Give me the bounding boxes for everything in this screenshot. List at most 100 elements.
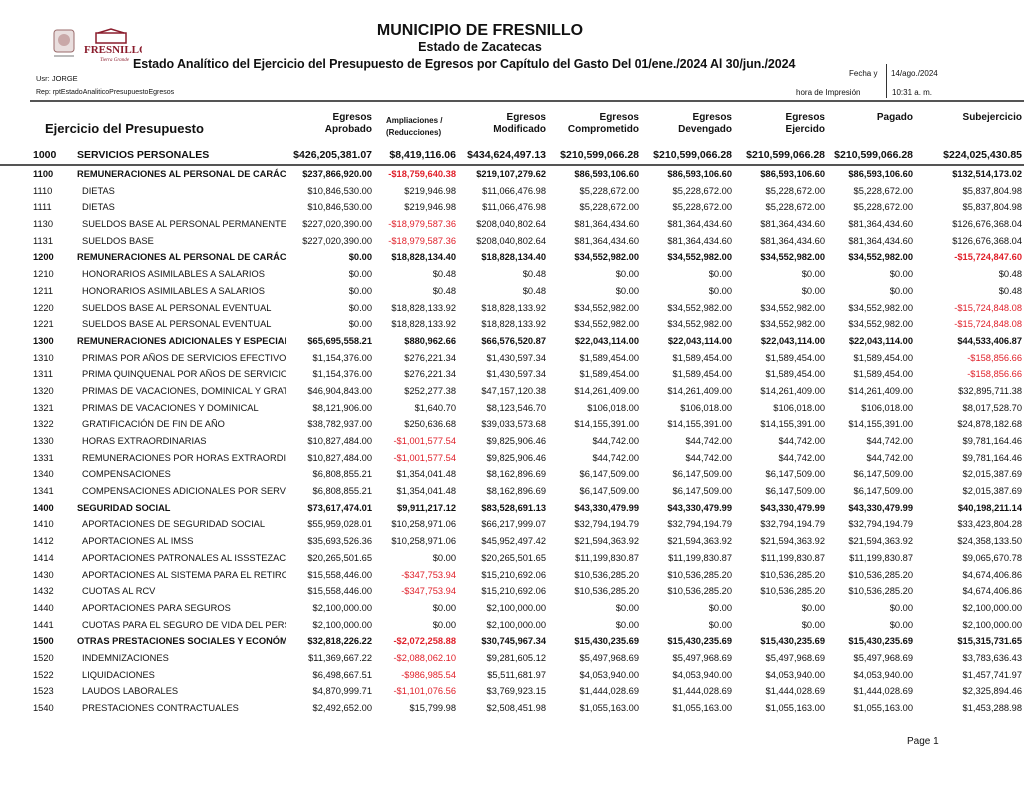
amount-cell: $0.48	[998, 285, 1022, 296]
table-row: 1340 COMPENSACIONES $6,808,855.21 $1,354,04…	[0, 466, 1024, 483]
amount-cell: $11,199,830.87	[668, 552, 732, 563]
table-row: 1322 GRATIFICACIÓN DE FIN DE AÑO $38,782,9…	[0, 416, 1024, 433]
amount-cell: $15,430,235.69	[760, 636, 825, 647]
amount-cell: $5,228,672.00	[579, 202, 639, 213]
table-row: 1412 APORTACIONES AL IMSS $35,693,526.36 $1…	[0, 533, 1024, 550]
account-name: LIQUIDACIONES	[82, 669, 155, 680]
amount-cell: -$18,979,587.36	[388, 235, 456, 246]
amount-cell: $30,745,967.34	[481, 636, 546, 647]
page-subtitle: Estado de Zacatecas	[418, 40, 542, 54]
column-header-concept: Ejercicio del Presupuesto	[45, 121, 204, 136]
date-label: Fecha y	[849, 69, 878, 78]
account-name: COMPENSACIONES	[82, 469, 171, 480]
amount-cell: $33,423,804.28	[957, 519, 1022, 530]
account-name: COMPENSACIONES ADICIONALES POR SERVI	[82, 486, 286, 497]
amount-cell: $81,364,434.60	[574, 235, 639, 246]
amount-cell: $6,498,667.51	[312, 669, 372, 680]
amount-cell: $1,444,028.69	[853, 686, 913, 697]
amount-cell: $2,508,451.98	[486, 703, 546, 713]
account-name: OTRAS PRESTACIONES SOCIALES Y ECONÓMI	[77, 636, 286, 647]
amount-cell: $1,444,028.69	[672, 686, 732, 697]
amount-cell: $126,676,368.04	[952, 235, 1022, 246]
account-name: GRATIFICACIÓN DE FIN DE AÑO	[82, 419, 225, 430]
page-title: MUNICIPIO DE FRESNILLO	[376, 22, 584, 39]
amount-cell: $252,277.38	[404, 385, 456, 396]
amount-cell: $1,154,376.00	[312, 352, 372, 363]
account-name: LAUDOS LABORALES	[82, 686, 179, 697]
amount-cell: $3,783,636.43	[962, 652, 1022, 663]
account-code: 1410	[33, 519, 54, 530]
account-code: 1110	[33, 185, 53, 196]
table-row: 1211 HONORARIOS ASIMILABLES A SALARIOS $0.…	[0, 283, 1024, 300]
table-row: 1523 LAUDOS LABORALES $4,870,999.71 -$1,101…	[0, 683, 1024, 700]
amount-cell: $1,457,741.97	[962, 669, 1022, 680]
amount-cell: $14,261,409.00	[760, 385, 825, 396]
amount-cell: $6,147,509.00	[579, 486, 639, 497]
amount-cell: $11,199,830.87	[761, 552, 825, 563]
amount-cell: $5,497,968.69	[765, 652, 825, 663]
amount-cell: $15,799.98	[409, 703, 456, 713]
amount-cell: $4,870,999.71	[312, 686, 372, 697]
user-label: Usr: JORGE	[36, 74, 78, 83]
amount-cell: $44,533,406.87	[957, 335, 1022, 346]
amount-cell: $6,147,509.00	[765, 486, 825, 497]
account-name: PRESTACIONES CONTRACTUALES	[82, 703, 239, 713]
account-name: CUOTAS PARA EL SEGURO DE VIDA DEL PERS	[82, 619, 286, 630]
amount-cell: $18,828,133.92	[481, 319, 546, 330]
table-row: 1414 APORTACIONES PATRONALES AL ISSSTEZAC…	[0, 550, 1024, 567]
amount-cell: $0.00	[348, 319, 372, 330]
amount-cell: $0.48	[432, 285, 456, 296]
column-header-line: Subejercicio	[962, 112, 1022, 123]
account-name: PRIMA QUINQUENAL POR AÑOS DE SERVICIO	[82, 369, 286, 380]
amount-cell: $0.00	[708, 285, 732, 296]
account-name: INDEMNIZACIONES	[82, 652, 169, 663]
amount-cell: $6,147,509.00	[853, 469, 913, 480]
amount-cell: $83,528,691.13	[481, 502, 546, 513]
account-code: 1211	[33, 285, 53, 296]
amount-cell: $34,552,982.00	[848, 252, 913, 263]
amount-cell: $10,536,285.20	[848, 569, 913, 580]
table-row: 1130 SUELDOS BASE AL PERSONAL PERMANENTE $…	[0, 216, 1024, 233]
amount-cell: $9,781,164.46	[962, 452, 1022, 463]
amount-cell: $34,552,982.00	[760, 252, 825, 263]
table-row: 1410 APORTACIONES DE SEGURIDAD SOCIAL $55,…	[0, 516, 1024, 533]
divider	[30, 100, 1024, 102]
amount-cell: $10,536,285.20	[667, 586, 732, 597]
amount-cell: $5,837,804.98	[962, 202, 1022, 213]
amount-cell: -$986,985.54	[401, 669, 456, 680]
account-code: 1500	[33, 636, 54, 647]
amount-cell: $10,536,285.20	[574, 569, 639, 580]
amount-cell: $880,962.66	[404, 335, 456, 346]
amount-cell: $0.00	[432, 619, 456, 630]
account-code: 1412	[33, 536, 54, 547]
amount-cell: $227,020,390.00	[302, 235, 372, 246]
account-code: 1400	[33, 502, 54, 513]
amount-cell: $35,693,526.36	[307, 536, 372, 547]
column-header-line: Ejercido	[785, 124, 825, 135]
amount-cell: $43,330,479.99	[760, 502, 825, 513]
account-code: 1523	[33, 686, 54, 697]
amount-cell: $8,017,528.70	[962, 402, 1022, 413]
amount-cell: $4,674,406.86	[962, 586, 1022, 597]
amount-cell: $9,281,605.12	[486, 652, 546, 663]
account-name: APORTACIONES PARA SEGUROS	[82, 602, 231, 613]
account-code: 1522	[33, 669, 54, 680]
table-row: 1310 PRIMAS POR AÑOS DE SERVICIOS EFECTIV…	[0, 350, 1024, 367]
account-code: 1540	[33, 703, 54, 713]
amount-cell: $6,147,509.00	[672, 469, 732, 480]
amount-cell: $44,742.00	[685, 452, 732, 463]
column-header: Pagado	[813, 112, 913, 124]
amount-cell: $21,594,363.92	[574, 536, 639, 547]
amount-cell: $45,952,497.42	[481, 536, 546, 547]
amount-cell: -$347,753.94	[401, 586, 456, 597]
amount-cell: $65,695,558.21	[307, 335, 372, 346]
amount-cell: $0.00	[615, 269, 639, 280]
account-code: 1440	[33, 602, 54, 613]
amount-cell: $1,154,376.00	[312, 369, 372, 380]
amount-cell: $81,364,434.60	[848, 235, 913, 246]
account-name: APORTACIONES AL SISTEMA PARA EL RETIRO	[82, 569, 286, 580]
column-header-line: Pagado	[876, 112, 913, 123]
account-name: DIETAS	[82, 202, 115, 213]
amount-cell: $1,589,454.00	[672, 369, 732, 380]
amount-cell: $106,018.00	[587, 402, 639, 413]
